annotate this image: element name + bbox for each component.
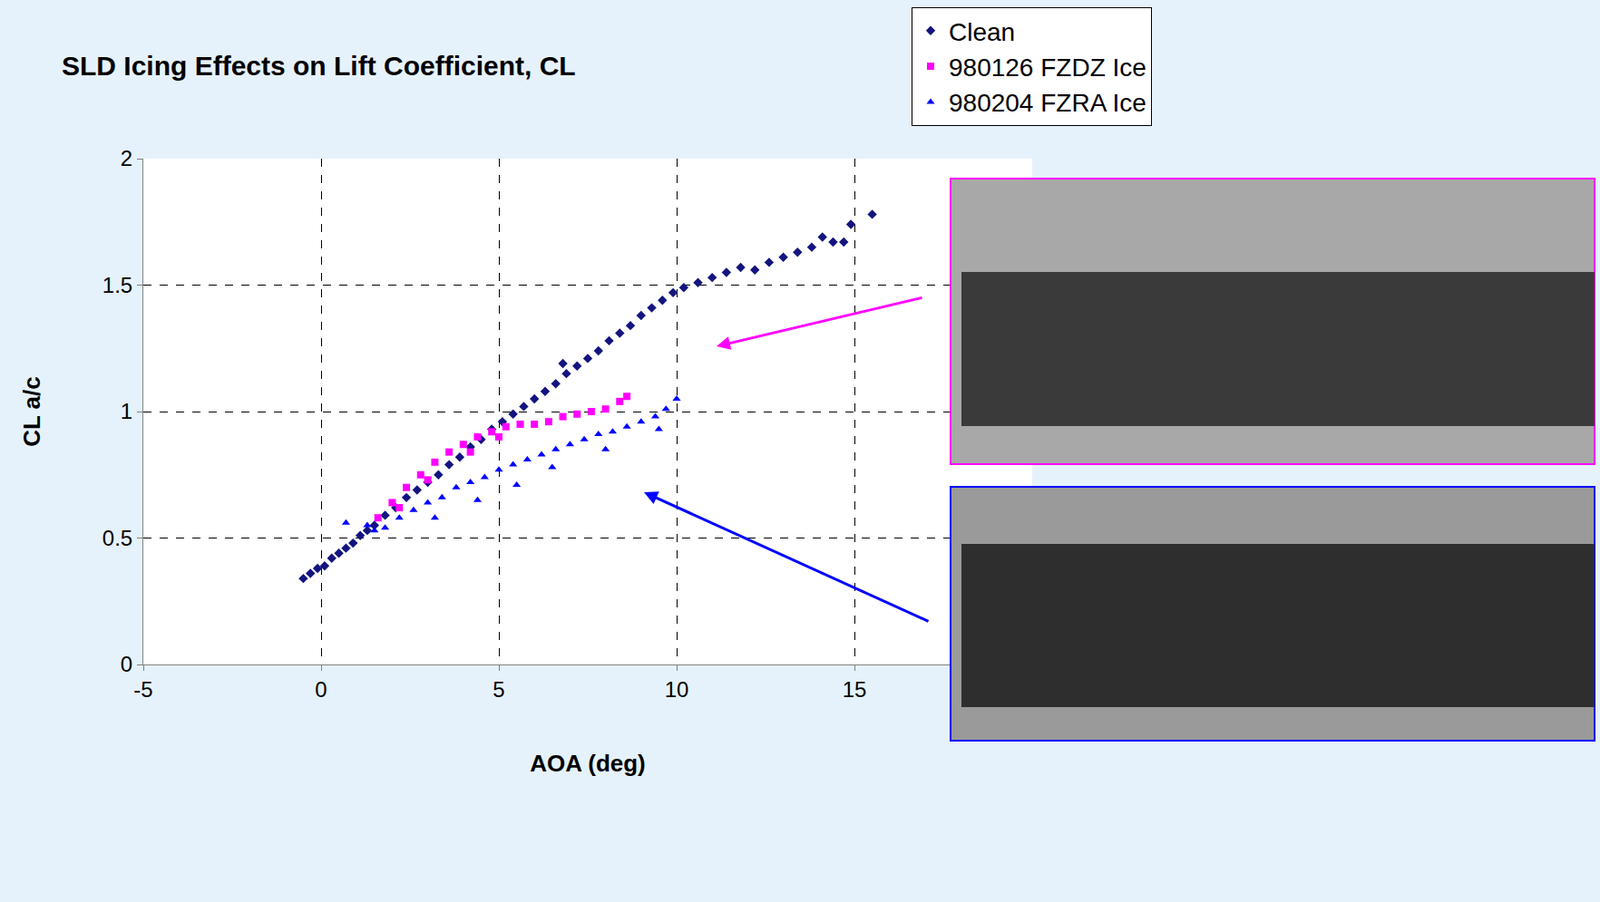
svg-text:0.5: 0.5 bbox=[102, 526, 133, 551]
svg-text:-5: -5 bbox=[133, 677, 153, 703]
svg-text:980126 FZDZ Ice: 980126 FZDZ Ice bbox=[948, 53, 1147, 82]
svg-text:CL a/c: CL a/c bbox=[18, 376, 46, 448]
svg-text:AOA (deg): AOA (deg) bbox=[529, 750, 646, 778]
svg-text:2: 2 bbox=[120, 146, 133, 171]
svg-text:1: 1 bbox=[120, 399, 133, 424]
svg-text:10: 10 bbox=[664, 677, 690, 703]
svg-text:980204 FZRA Ice: 980204 FZRA Ice bbox=[948, 88, 1147, 118]
svg-text:0: 0 bbox=[120, 652, 133, 677]
svg-text:0: 0 bbox=[314, 677, 327, 703]
svg-text:SLD Icing Effects on Lift Coef: SLD Icing Effects on Lift Coefficient, C… bbox=[61, 50, 576, 81]
svg-text:5: 5 bbox=[492, 677, 505, 703]
svg-text:15: 15 bbox=[842, 677, 868, 703]
svg-text:1.5: 1.5 bbox=[102, 273, 133, 298]
svg-text:Clean: Clean bbox=[948, 18, 1015, 47]
